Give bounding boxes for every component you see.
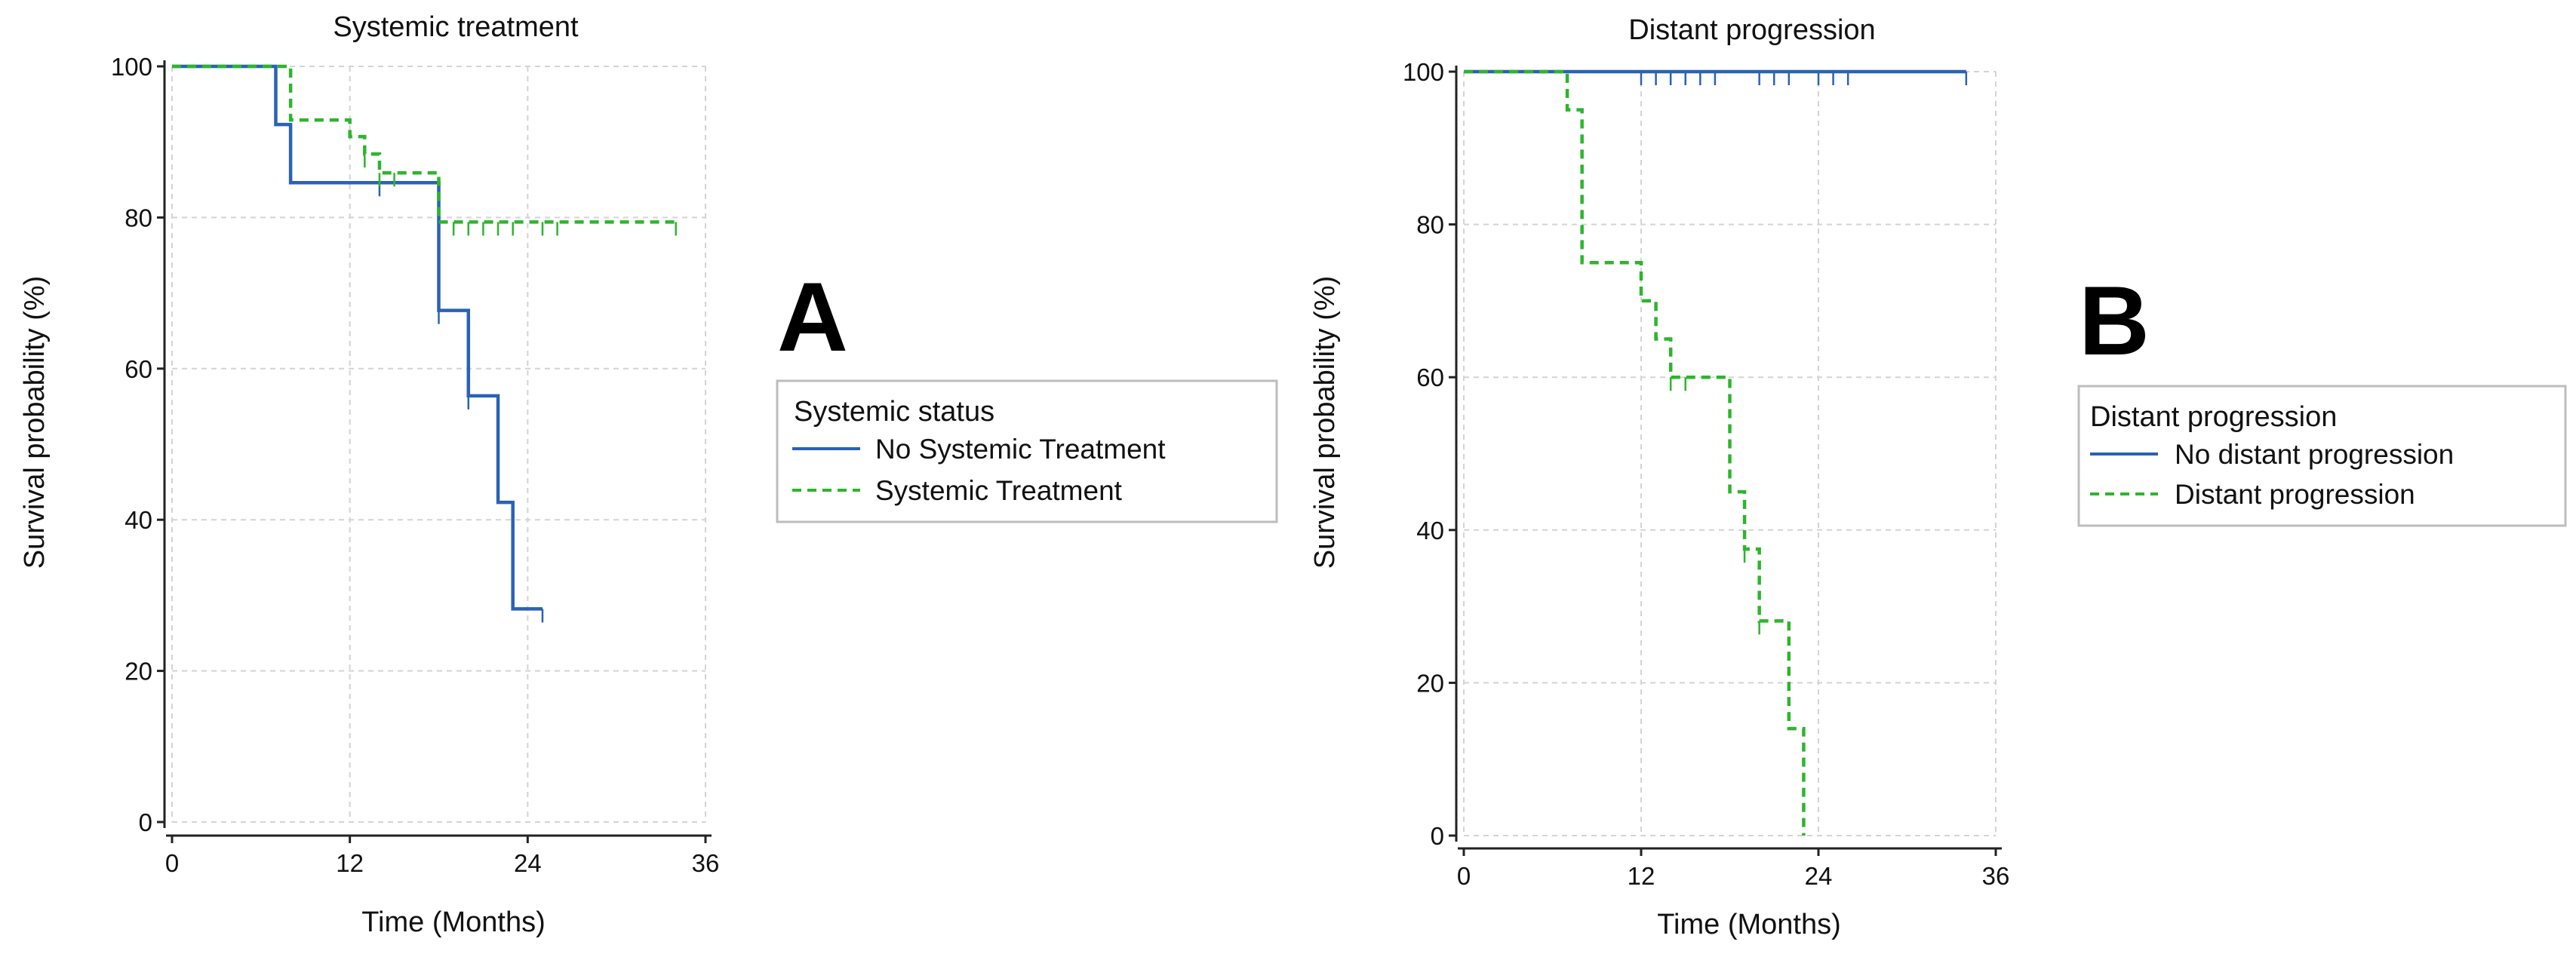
chart-title-b: Distant progression [1628,14,1875,46]
legend-title-b: Distant progression [2090,401,2337,433]
y-tick-label-a: 80 [124,204,152,232]
x-tick-label-a: 12 [336,849,364,877]
y-axis-label-b: Survival probability (%) [1309,276,1341,569]
series-line-no-systemic-treatment [172,64,543,611]
series-line-systemic-treatment [172,64,676,224]
chart-title-a: Systemic treatment [333,11,579,43]
legend-label-distant: Distant progression [2175,479,2415,510]
legend-a: Systemic status No Systemic Treatment Sy… [776,379,1278,523]
y-tick-label-b: 80 [1416,211,1444,239]
plot-area-b: 0 20 40 60 80 100 0 12 24 36 [1403,58,2009,890]
y-tick-label-b: 0 [1431,822,1444,850]
legend-label-systemic: Systemic Treatment [875,475,1123,506]
x-axis-label-b: Time (Months) [1657,909,1841,940]
y-tick-label-a: 0 [139,808,152,836]
x-axis-label-a: Time (Months) [361,906,546,938]
legend-box-b [2077,385,2567,527]
x-tick-label-b: 0 [1457,862,1471,890]
panel-a: Systemic treatment Survival probability … [19,11,1278,938]
y-tick-label-a: 20 [124,658,152,686]
y-tick-label-b: 60 [1416,364,1444,391]
y-tick-label-b: 100 [1403,58,1444,86]
y-tick-label-a: 100 [111,53,152,81]
x-tick-label-b: 24 [1805,862,1833,890]
x-tick-label-a: 24 [514,849,542,877]
legend-label-no-distant: No distant progression [2175,439,2454,470]
x-tick-label-a: 36 [692,849,720,877]
x-tick-label-b: 36 [1982,862,2010,890]
y-tick-label-a: 40 [124,506,152,534]
panel-label-b: B [2079,265,2150,376]
y-tick-label-b: 40 [1416,517,1444,544]
y-axis-label-a: Survival probability (%) [19,276,51,569]
legend-title-a: Systemic status [794,396,994,428]
panel-b: Distant progression Survival probability… [1309,14,2567,940]
y-tick-label-b: 20 [1416,669,1444,697]
x-tick-label-a: 0 [165,849,179,877]
plot-area-a: 0 20 40 60 80 100 0 12 24 36 [111,53,719,877]
legend-label-no-systemic: No Systemic Treatment [875,434,1166,465]
x-tick-label-b: 12 [1628,862,1655,890]
panel-label-a: A [777,262,848,372]
legend-b: Distant progression No distant progressi… [2077,385,2567,527]
series-line-distant-progression [1464,69,1806,836]
legend-box-a [776,379,1278,523]
y-tick-label-a: 60 [124,355,152,383]
